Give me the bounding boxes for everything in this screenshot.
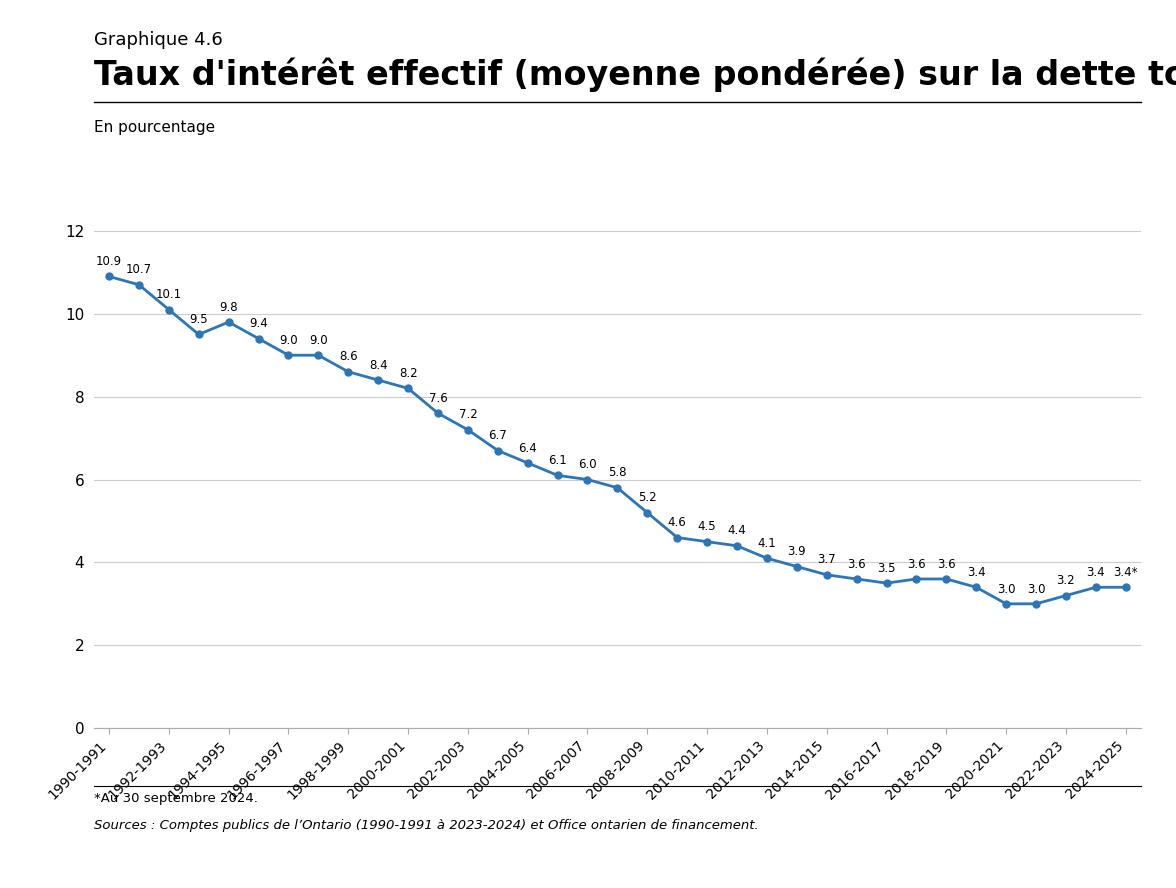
- Text: 4.6: 4.6: [668, 516, 687, 529]
- Text: En pourcentage: En pourcentage: [94, 120, 215, 135]
- Text: 3.2: 3.2: [1057, 575, 1075, 587]
- Text: 9.8: 9.8: [220, 301, 238, 313]
- Text: 3.0: 3.0: [1027, 583, 1045, 596]
- Text: 3.9: 3.9: [788, 545, 806, 559]
- Text: 7.2: 7.2: [459, 408, 477, 422]
- Text: 3.0: 3.0: [997, 583, 1015, 596]
- Text: 5.2: 5.2: [639, 491, 656, 504]
- Text: 3.4: 3.4: [967, 566, 985, 579]
- Text: 5.8: 5.8: [608, 466, 627, 480]
- Text: 3.6: 3.6: [848, 558, 866, 571]
- Text: *Au 30 septembre 2024.: *Au 30 septembre 2024.: [94, 792, 258, 805]
- Text: 4.5: 4.5: [697, 520, 716, 534]
- Text: 3.4: 3.4: [1087, 566, 1105, 579]
- Text: 10.7: 10.7: [126, 264, 152, 276]
- Text: 3.6: 3.6: [907, 558, 926, 571]
- Text: 3.6: 3.6: [937, 558, 956, 571]
- Text: 7.6: 7.6: [428, 392, 447, 405]
- Text: 3.7: 3.7: [817, 553, 836, 567]
- Text: 6.0: 6.0: [579, 458, 596, 472]
- Text: 9.0: 9.0: [309, 334, 328, 347]
- Text: 4.1: 4.1: [757, 537, 776, 550]
- Text: 6.7: 6.7: [488, 429, 507, 442]
- Text: 9.4: 9.4: [249, 317, 268, 330]
- Text: 10.1: 10.1: [155, 289, 182, 301]
- Text: 8.4: 8.4: [369, 359, 387, 372]
- Text: 6.4: 6.4: [519, 441, 537, 455]
- Text: Taux d'intérêt effectif (moyenne pondérée) sur la dette totale: Taux d'intérêt effectif (moyenne pondéré…: [94, 58, 1176, 92]
- Text: 9.0: 9.0: [279, 334, 298, 347]
- Text: Sources : Comptes publics de l’Ontario (1990-1991 à 2023-2024) et Office ontarie: Sources : Comptes publics de l’Ontario (…: [94, 819, 759, 832]
- Text: 8.2: 8.2: [399, 367, 417, 380]
- Text: 10.9: 10.9: [96, 255, 122, 268]
- Text: Graphique 4.6: Graphique 4.6: [94, 31, 222, 49]
- Text: 3.4*: 3.4*: [1114, 566, 1138, 579]
- Text: 8.6: 8.6: [339, 351, 358, 363]
- Text: 9.5: 9.5: [189, 313, 208, 326]
- Text: 6.1: 6.1: [548, 454, 567, 467]
- Text: 3.5: 3.5: [877, 562, 896, 575]
- Text: 4.4: 4.4: [728, 525, 747, 537]
